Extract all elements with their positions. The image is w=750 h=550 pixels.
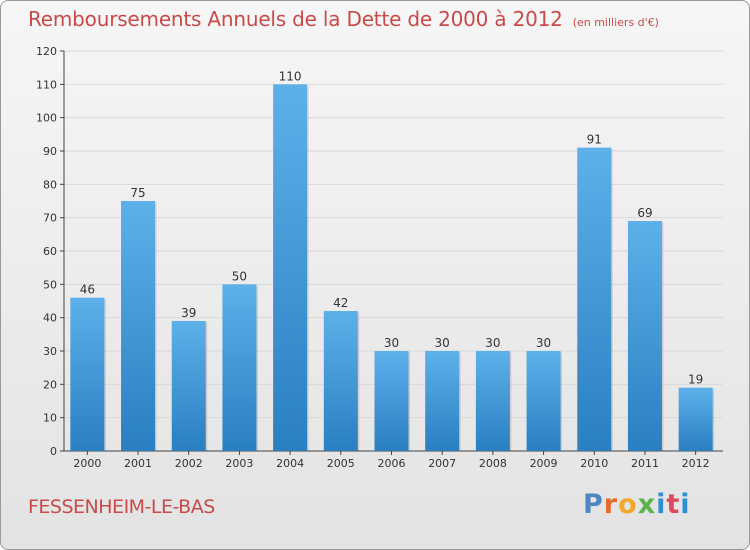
bar [171,321,206,451]
bar-value-label: 19 [688,373,703,387]
bar-value-label: 42 [333,296,348,310]
y-tick-label: 50 [43,278,57,291]
x-tick-label: 2007 [428,457,456,470]
x-tick-label: 2000 [73,457,101,470]
y-tick-label: 100 [36,112,57,125]
bar [577,147,612,451]
bar-value-label: 30 [435,336,450,350]
bar-value-label: 69 [637,206,652,220]
bar [222,284,257,451]
proxiti-logo: Proxiti [583,489,691,520]
y-tick-label: 40 [43,312,57,325]
bar-value-label: 75 [130,186,145,200]
bar [425,351,460,451]
y-tick-label: 70 [43,212,57,225]
y-tick-label: 10 [43,412,57,425]
chart-title: Remboursements Annuels de la Dette de 20… [28,7,659,31]
x-tick-label: 2011 [631,457,659,470]
bar [526,351,561,451]
x-tick-label: 2009 [530,457,558,470]
y-tick-label: 0 [50,445,57,458]
bar-value-label: 110 [279,69,302,83]
x-tick-label: 2004 [276,457,304,470]
y-tick-label: 80 [43,178,57,191]
bar [273,84,308,451]
x-tick-label: 2005 [327,457,355,470]
y-tick-label: 110 [36,78,57,91]
bar-value-label: 39 [181,306,196,320]
x-tick-label: 2006 [378,457,406,470]
bar [323,311,358,451]
bar-value-label: 30 [485,336,500,350]
bar [627,221,662,451]
chart-unit-text: (en milliers d'€) [572,16,659,29]
chart-title-text: Remboursements Annuels de la Dette de 20… [28,7,563,31]
bar [475,351,510,451]
x-tick-label: 2010 [580,457,608,470]
bar [374,351,409,451]
x-tick-label: 2008 [479,457,507,470]
bar [121,201,156,451]
bar-value-label: 91 [587,133,602,147]
x-tick-label: 2003 [225,457,253,470]
x-tick-label: 2002 [175,457,203,470]
bar-value-label: 50 [232,269,247,283]
bar-value-label: 30 [384,336,399,350]
y-tick-label: 30 [43,345,57,358]
y-tick-label: 20 [43,378,57,391]
bar-value-label: 30 [536,336,551,350]
y-tick-label: 90 [43,145,57,158]
commune-name: FESSENHEIM-LE-BAS [28,496,215,518]
bar [678,387,713,451]
bar [70,297,105,451]
y-tick-label: 60 [43,245,57,258]
bar-value-label: 46 [80,283,95,297]
y-tick-label: 120 [36,45,57,58]
x-tick-label: 2001 [124,457,152,470]
x-tick-label: 2012 [682,457,710,470]
